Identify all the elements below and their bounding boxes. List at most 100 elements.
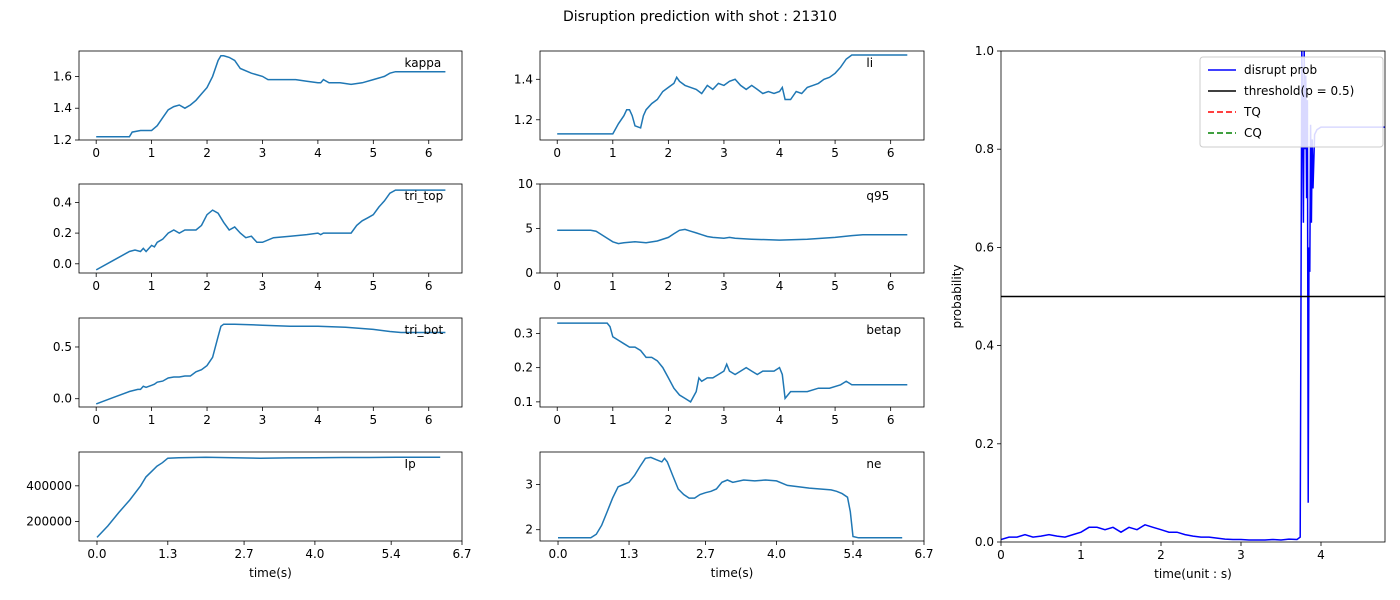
series-line-betap [557,322,908,403]
axes-frame [78,183,463,274]
x-tick-label: 3 [259,413,267,427]
x-tick-label: 0 [92,279,100,293]
x-tick-label: 1 [1077,548,1085,562]
x-tick-label: 1.3 [619,547,638,561]
panel-label: Ip [405,457,416,471]
panel-label: q95 [866,189,889,203]
y-tick-label: 0.4 [53,195,72,209]
y-tick-label: 400000 [26,479,72,493]
x-tick-label: 6 [887,146,895,160]
y-tick-label: 5 [525,222,533,236]
y-tick-label: 0.6 [975,240,994,254]
x-tick-label: 2 [665,146,673,160]
y-tick-label: 1.4 [514,72,533,86]
legend-label: CQ [1244,126,1262,140]
y-tick-label: 1.2 [514,113,533,127]
series-line-kappa [96,55,446,138]
x-tick-label: 2 [1157,548,1165,562]
panel-ip: 0.0 1.3 2.7 4.0 5.4 6.7 200000 400000 Ip time(s) [26,451,472,580]
panel-q95: 0 1 2 3 4 5 6 0 5 10 q95 [518,177,925,293]
x-tick-label: 1.3 [158,547,177,561]
panel-label: tri_top [405,189,444,203]
x-tick-label: 0.0 [548,547,567,561]
x-tick-label: 3 [1237,548,1245,562]
x-tick-label: 3 [720,146,728,160]
x-tick-label: 0 [553,146,561,160]
axes-frame [78,50,463,141]
panel-prob: 0 1 2 3 4 0.0 0.2 0.4 0.6 0.8 1.0 time(unit : s) pro… [950,44,1386,581]
axes-frame [78,451,463,542]
legend-label: threshold(p = 0.5) [1244,84,1354,98]
x-tick-label: 5 [369,146,377,160]
x-tick-label: 4 [776,413,784,427]
legend-label: disrupt prob [1244,63,1317,77]
x-tick-label: 4 [314,146,322,160]
x-tick-label: 4 [314,413,322,427]
y-tick-label: 0.0 [53,257,72,271]
axes-frame [539,317,925,408]
y-tick-label: 0.0 [975,535,994,549]
x-tick-label: 3 [259,146,267,160]
x-tick-label: 5 [369,413,377,427]
series-line-li [557,54,908,135]
x-tick-label: 5 [369,279,377,293]
panel-betap: 0 1 2 3 4 5 6 0.1 0.2 0.3 betap [514,317,925,427]
y-tick-label: 3 [525,478,533,492]
x-tick-label: 6 [887,279,895,293]
y-tick-label: 0.2 [53,226,72,240]
x-tick-label: 6 [887,413,895,427]
axes-frame [539,183,925,274]
y-tick-label: 0.2 [514,361,533,375]
x-axis-label: time(unit : s) [1154,567,1232,581]
x-tick-label: 0 [553,279,561,293]
y-tick-label: 1.2 [53,133,72,147]
x-tick-label: 0 [553,413,561,427]
series-line-disrupt-prob [1001,51,1385,541]
x-tick-label: 1 [148,279,156,293]
x-tick-label: 2 [203,146,211,160]
x-tick-label: 3 [259,279,267,293]
x-tick-label: 4.0 [767,547,786,561]
panel-label: kappa [405,56,442,70]
x-tick-label: 1 [148,146,156,160]
x-tick-label: 3 [720,279,728,293]
x-tick-label: 2 [665,279,673,293]
x-tick-label: 6.7 [914,547,933,561]
axes-frame [539,451,925,542]
legend-label: TQ [1243,105,1261,119]
x-tick-label: 1 [609,413,617,427]
x-tick-label: 4 [776,146,784,160]
x-tick-label: 0 [997,548,1005,562]
panel-kappa: 0 1 2 3 4 5 6 1.2 1.4 1.6 kappa [53,50,463,160]
x-tick-label: 4 [314,279,322,293]
axes-frame [1000,50,1386,543]
y-tick-label: 0.2 [975,437,994,451]
x-tick-label: 1 [148,413,156,427]
legend: disrupt prob threshold(p = 0.5) TQ CQ [1199,56,1384,148]
x-tick-label: 5 [831,279,839,293]
x-tick-label: 4.0 [305,547,324,561]
x-tick-label: 5.4 [843,547,862,561]
x-tick-label: 1 [609,146,617,160]
y-tick-label: 0.4 [975,339,994,353]
series-line-tri-top [95,189,446,271]
x-tick-label: 5 [831,413,839,427]
series-line-ne [558,456,903,539]
y-tick-label: 1.4 [53,101,72,115]
x-tick-label: 6.7 [452,547,471,561]
x-tick-label: 5.4 [382,547,401,561]
axes-frame [539,50,925,141]
x-tick-label: 4 [1317,548,1325,562]
x-tick-label: 4 [776,279,784,293]
panel-label: tri_bot [405,323,444,337]
x-tick-label: 0 [92,146,100,160]
y-tick-label: 1.6 [53,69,72,83]
y-tick-label: 0.1 [514,395,533,409]
y-tick-label: 2 [525,523,533,537]
x-tick-label: 0 [92,413,100,427]
panel-label: ne [866,457,881,471]
x-tick-label: 6 [425,146,433,160]
x-tick-label: 2 [203,279,211,293]
panel-tri-bot: 0 1 2 3 4 5 6 0.0 0.5 tri_bot [53,317,463,427]
